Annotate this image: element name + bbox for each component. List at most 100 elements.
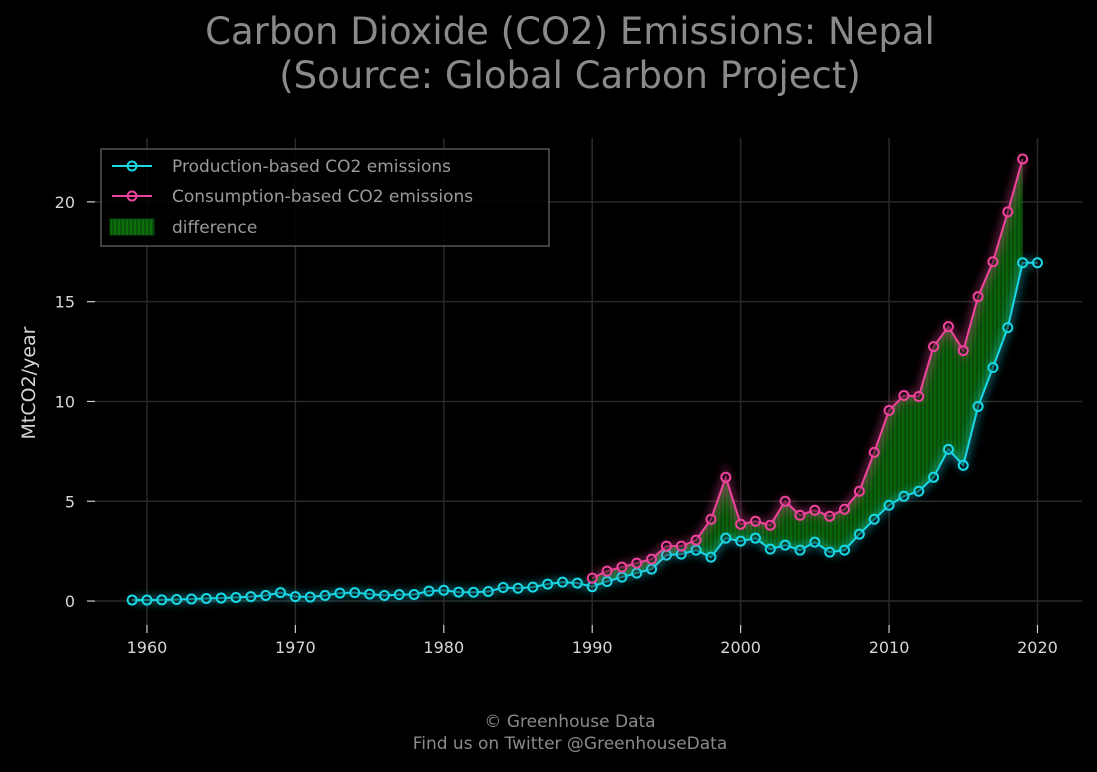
production-point [289, 591, 301, 603]
production-point [453, 586, 465, 598]
production-point [438, 584, 450, 596]
production-point [185, 593, 197, 605]
consumption-point [764, 519, 776, 531]
production-point [809, 536, 821, 548]
production-point [215, 592, 227, 604]
production-point [705, 551, 717, 563]
production-point [690, 544, 702, 556]
consumption-point [824, 510, 836, 522]
consumption-point [957, 345, 969, 357]
production-point [512, 582, 524, 594]
twitter-credit: Find us on Twitter @GreenhouseData [412, 734, 728, 754]
x-tick-label: 1970 [275, 638, 316, 657]
consumption-point [601, 565, 613, 577]
x-tick-label: 1960 [127, 638, 168, 657]
y-tick-label: 5 [65, 492, 75, 511]
x-tick-label: 2020 [1017, 638, 1058, 657]
consumption-point [972, 291, 984, 303]
consumption-point [853, 485, 865, 497]
production-point [764, 543, 776, 555]
consumption-point [987, 256, 999, 268]
production-point [631, 567, 643, 579]
difference-area [592, 158, 1023, 587]
y-tick-label: 0 [65, 592, 75, 611]
chart-title: Carbon Dioxide (CO2) Emissions: Nepal (S… [205, 10, 935, 97]
production-point [928, 471, 940, 483]
x-tick-label: 1990 [572, 638, 613, 657]
production-point [126, 594, 138, 606]
production-point [171, 593, 183, 605]
production-point [275, 587, 287, 599]
production-point [334, 587, 346, 599]
production-point [898, 490, 910, 502]
consumption-point [586, 572, 598, 584]
production-point [957, 459, 969, 471]
production-point [482, 585, 494, 597]
difference-area-group [592, 158, 1023, 587]
consumption-point [660, 540, 672, 552]
legend-production-marker [126, 160, 138, 172]
production-point [156, 594, 168, 606]
production-point [364, 588, 376, 600]
y-tick-label: 15 [55, 293, 75, 312]
production-point [349, 587, 361, 599]
consumption-point [1002, 206, 1014, 218]
consumption-point [749, 515, 761, 527]
production-point [408, 588, 420, 600]
production-point [423, 585, 435, 597]
production-point [972, 400, 984, 412]
production-point [601, 575, 613, 587]
production-point [571, 577, 583, 589]
legend-consumption-marker [126, 190, 138, 202]
production-point [141, 594, 153, 606]
production-point [942, 443, 954, 455]
footer: © Greenhouse Data Find us on Twitter @Gr… [0, 711, 1097, 755]
production-point [467, 586, 479, 598]
y-tick-label: 20 [55, 193, 75, 212]
legend-frame [100, 148, 550, 247]
production-point [260, 589, 272, 601]
legend-difference-swatch [109, 218, 155, 236]
production-point [720, 532, 732, 544]
consumption-point [942, 321, 954, 333]
production-point [853, 528, 865, 540]
production-point [868, 513, 880, 525]
legend-difference-label: difference [172, 218, 257, 238]
consumption-point [705, 513, 717, 525]
production-point [1031, 257, 1043, 269]
consumption-point [616, 561, 628, 573]
production-point [319, 589, 331, 601]
legend-production-label: Production-based CO2 emissions [172, 157, 451, 177]
consumption-point [839, 503, 851, 515]
x-tick-label: 2010 [869, 638, 910, 657]
y-axis-label: MtCO2/year [18, 326, 40, 439]
x-tick-label: 2000 [720, 638, 761, 657]
production-point [779, 539, 791, 551]
production-point [646, 563, 658, 575]
legend: Production-based CO2 emissions Consumpti… [100, 148, 550, 247]
axes: 1960 1970 1980 1990 2000 2010 2020 0 5 10 15 20 [55, 193, 1058, 657]
consumption-point [898, 389, 910, 401]
production-point [497, 581, 509, 593]
consumption-point [646, 553, 658, 565]
legend-consumption-label: Consumption-based CO2 emissions [172, 187, 473, 207]
production-line [132, 261, 1038, 602]
consumption-point [883, 404, 895, 416]
copyright-text: © Greenhouse Data [484, 712, 656, 732]
production-point [735, 535, 747, 547]
production-point [883, 499, 895, 511]
consumption-point [809, 504, 821, 516]
production-point [616, 571, 628, 583]
consumption-point [735, 518, 747, 530]
production-point [1017, 257, 1029, 269]
production-point [794, 544, 806, 556]
production-point [304, 591, 316, 603]
production-point [987, 362, 999, 374]
series-group [126, 153, 1043, 606]
consumption-point [675, 540, 687, 552]
consumption-point [779, 495, 791, 507]
consumption-point [720, 471, 732, 483]
production-point [200, 592, 212, 604]
x-tick-label: 1980 [423, 638, 464, 657]
